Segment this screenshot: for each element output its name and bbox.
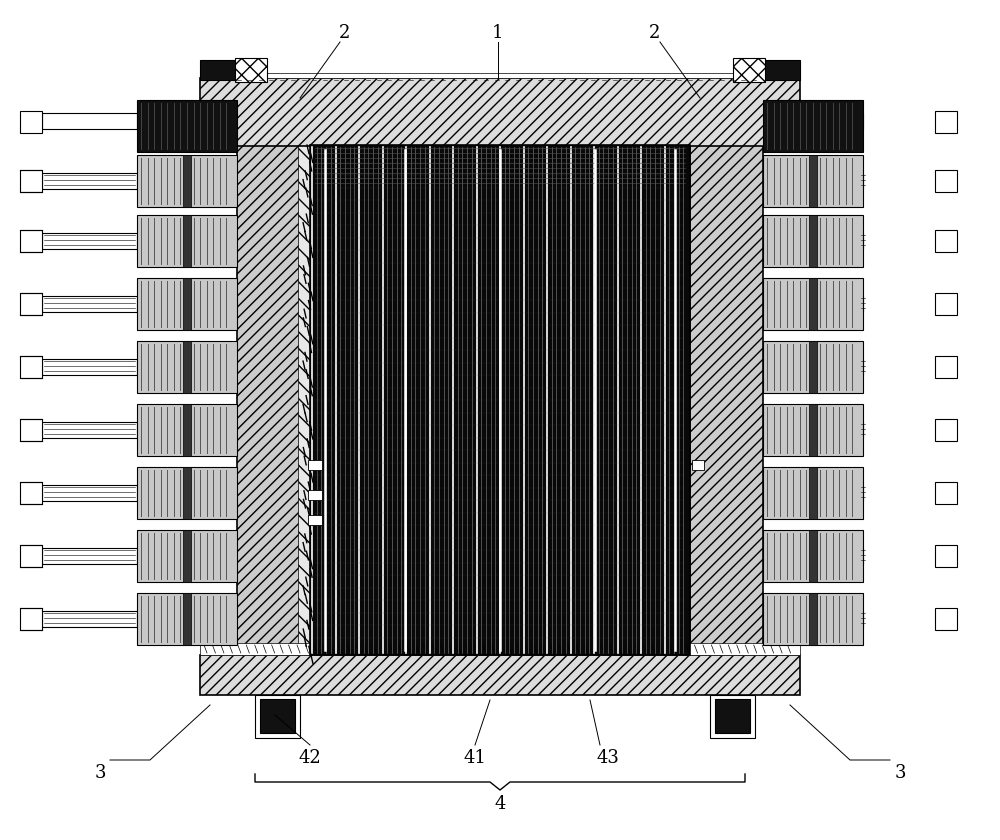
Bar [137,278,237,330]
Bar [42,113,137,129]
Text: 41: 41 [464,749,486,767]
Bar [20,293,42,315]
Bar [935,419,957,441]
Bar [809,530,817,582]
Bar [237,145,310,655]
Bar [183,155,191,207]
Bar [42,548,137,564]
Bar [200,73,800,78]
Bar [763,530,863,582]
Bar [733,58,765,82]
Bar [710,695,755,738]
Text: 42: 42 [299,749,321,767]
Bar [183,215,191,267]
Bar [20,545,42,567]
Bar [763,278,863,330]
Bar [763,341,863,393]
Bar [183,593,191,645]
Bar [42,611,137,627]
Bar [137,215,237,267]
Bar [763,467,863,519]
Bar [137,100,237,152]
Bar [20,419,42,441]
Bar [137,467,237,519]
Text: 43: 43 [597,749,619,767]
Bar [692,460,704,470]
Bar [20,608,42,630]
Bar [809,215,817,267]
Text: 1: 1 [492,24,504,42]
Bar [763,404,863,456]
Bar [137,404,237,456]
Bar [20,111,42,133]
Bar [935,230,957,252]
Bar [183,278,191,330]
Bar [935,482,957,504]
Bar [42,233,137,249]
Bar [137,530,237,582]
Bar [763,593,863,645]
Bar [715,699,750,733]
Bar [20,482,42,504]
Bar [298,145,312,655]
Bar [42,359,137,375]
Bar [935,545,957,567]
Bar [763,215,863,267]
Bar [137,155,237,207]
Bar [200,60,240,80]
Text: 2: 2 [649,24,661,42]
Bar [200,655,800,695]
Bar [935,111,957,133]
Bar [308,490,322,500]
Bar [809,404,817,456]
Bar [935,293,957,315]
Bar [809,593,817,645]
Bar [308,515,322,525]
Bar [42,173,137,189]
Bar [42,485,137,501]
Bar [42,422,137,438]
Bar [183,467,191,519]
Bar [310,145,690,655]
Bar [809,467,817,519]
Bar [809,155,817,207]
Bar [20,230,42,252]
Text: 2: 2 [339,24,351,42]
Bar [183,341,191,393]
Bar [235,58,267,82]
Bar [308,460,322,470]
Bar [200,643,800,655]
Bar [690,145,763,655]
Bar [42,296,137,312]
Bar [183,530,191,582]
Bar [809,341,817,393]
Bar [260,699,295,733]
Bar [809,278,817,330]
Bar [935,356,957,378]
Text: 3: 3 [894,764,906,782]
Text: 4: 4 [494,795,506,813]
Text: 3: 3 [94,764,106,782]
Bar [935,170,957,192]
Bar [255,695,300,738]
Bar [200,78,800,146]
Bar [760,60,800,80]
Bar [137,593,237,645]
Bar [763,155,863,207]
Bar [137,341,237,393]
Bar [763,100,863,152]
Bar [935,608,957,630]
Bar [20,170,42,192]
Bar [183,404,191,456]
Bar [20,356,42,378]
